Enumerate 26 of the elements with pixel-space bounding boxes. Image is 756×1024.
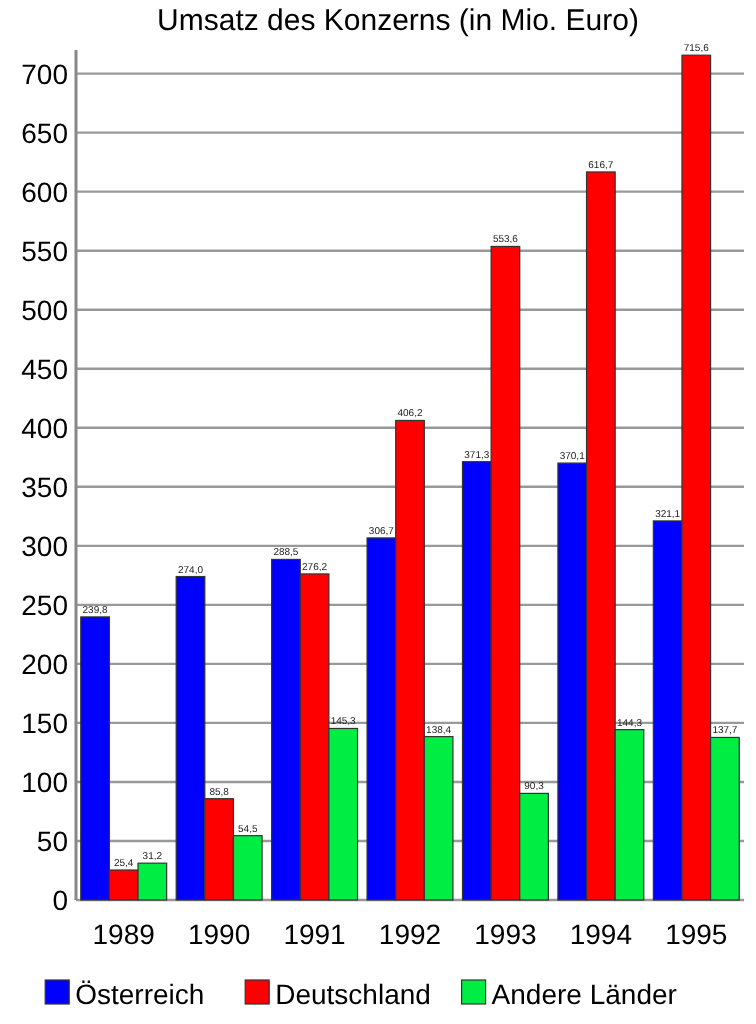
x-tick-label: 1991	[283, 918, 347, 950]
legend-label: Österreich	[75, 978, 205, 1010]
y-tick-label: 700	[21, 57, 69, 90]
y-tick-label: 50	[36, 824, 69, 857]
y-tick-label: 0	[52, 884, 69, 916]
y-tick-label: 550	[21, 234, 69, 267]
x-tick-label: 1989	[92, 918, 156, 950]
x-tick-label: 1994	[569, 918, 633, 950]
legend-label: Andere Länder	[491, 978, 678, 1010]
y-tick-label: 500	[21, 293, 69, 326]
x-tick-label: 1993	[474, 918, 537, 950]
y-tick-label: 300	[21, 529, 69, 562]
y-tick-label: 450	[21, 352, 69, 385]
y-tick-label: 100	[21, 765, 69, 798]
y-tick-label: 150	[21, 706, 69, 739]
x-tick-label: 1990	[187, 918, 251, 950]
x-tick-label: 1992	[378, 918, 442, 950]
x-tick-label: 1995	[665, 918, 728, 950]
y-tick-label: 600	[21, 175, 69, 208]
y-tick-label: 350	[21, 470, 69, 503]
y-tick-label: 200	[21, 647, 69, 680]
legend-label: Deutschland	[275, 978, 431, 1010]
y-tick-label: 400	[21, 411, 69, 444]
y-tick-label: 250	[21, 588, 69, 621]
chart-title: Umsatz des Konzerns (in Mio. Euro)	[157, 4, 639, 38]
y-tick-label: 650	[21, 116, 69, 149]
